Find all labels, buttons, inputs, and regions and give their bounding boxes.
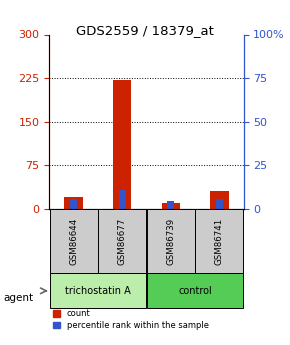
FancyBboxPatch shape <box>147 273 243 308</box>
Text: GDS2559 / 18379_at: GDS2559 / 18379_at <box>76 24 214 37</box>
Bar <box>64 197 83 209</box>
Text: GSM86644: GSM86644 <box>69 217 78 265</box>
Text: GSM86741: GSM86741 <box>215 217 224 265</box>
Legend: count, percentile rank within the sample: count, percentile rank within the sample <box>53 309 209 330</box>
FancyBboxPatch shape <box>50 209 98 273</box>
FancyBboxPatch shape <box>98 209 146 273</box>
Text: agent: agent <box>3 294 33 303</box>
Text: trichostatin A: trichostatin A <box>65 286 131 296</box>
Bar <box>70 199 77 209</box>
Text: GSM86739: GSM86739 <box>166 217 175 265</box>
Bar <box>162 203 180 209</box>
Bar <box>216 199 223 209</box>
Bar <box>113 80 131 209</box>
FancyBboxPatch shape <box>195 209 243 273</box>
Bar <box>167 201 174 209</box>
Text: GSM86677: GSM86677 <box>118 217 127 265</box>
Bar <box>119 190 126 209</box>
FancyBboxPatch shape <box>147 209 195 273</box>
Text: control: control <box>178 286 212 296</box>
FancyBboxPatch shape <box>50 273 146 308</box>
Bar <box>210 191 229 209</box>
